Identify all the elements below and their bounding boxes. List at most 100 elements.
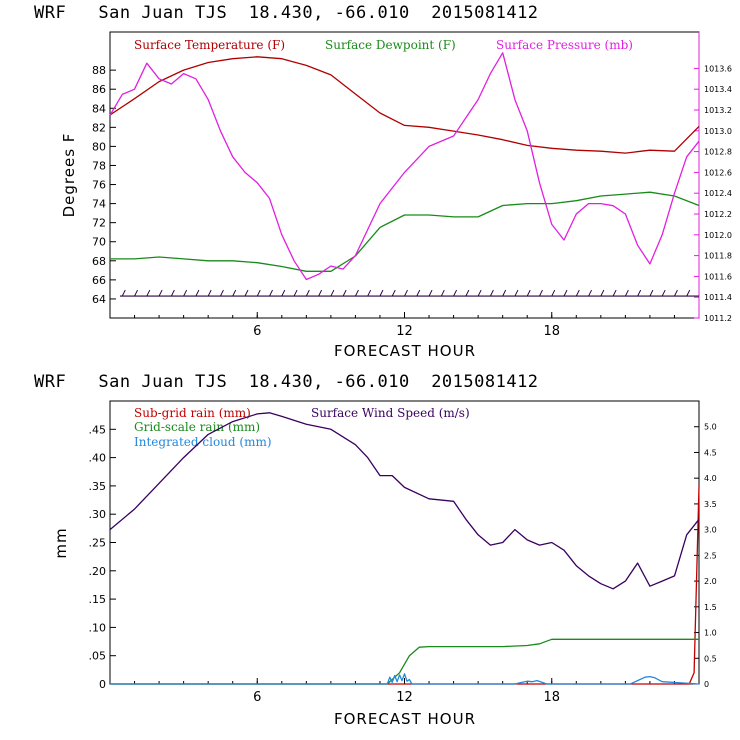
chart1-ytick-label: 88 — [92, 64, 106, 77]
wind-barb — [244, 289, 249, 297]
wind-barb — [624, 289, 629, 297]
wind-barb — [539, 289, 543, 297]
chart2-ytick-label: .20 — [89, 565, 107, 578]
chart1-plot-frame — [109, 31, 700, 319]
wind-barb — [354, 289, 359, 297]
chart2-y2tick-label: 1.5 — [704, 603, 717, 612]
chart2-ytick-label: .45 — [89, 423, 107, 436]
series-grid-scale-rain-mm — [110, 638, 699, 685]
chart1-ytick-label: 84 — [92, 102, 106, 115]
wind-barb — [269, 289, 273, 297]
wind-barb — [514, 289, 519, 297]
chart2-title: WRF San Juan TJS 18.430, -66.010 2015081… — [34, 372, 539, 392]
chart1-xtick-label: 6 — [253, 324, 261, 339]
series-surface-wind-speed-m-s — [109, 412, 700, 590]
wind-barb — [342, 289, 347, 297]
legend-surface-temperature: Surface Temperature (F) — [134, 38, 285, 52]
chart2-y2tick-label: 0.5 — [704, 654, 717, 663]
chart1-y2tick-label: 1011.8 — [704, 252, 732, 261]
chart2-ytick-label: .10 — [89, 621, 107, 634]
chart2-ytick-label: 0 — [99, 678, 106, 691]
wind-barb — [465, 289, 470, 297]
wind-barb — [477, 289, 482, 297]
wind-barb — [146, 289, 151, 297]
chart2-y2tick-label: 3.0 — [704, 526, 717, 535]
chart1-y2tick-label: 1013.4 — [704, 85, 732, 94]
chart2-ylabel: mm — [52, 527, 70, 558]
wind-barb — [207, 289, 212, 297]
wind-barb — [453, 289, 458, 297]
chart1-y2tick-label: 1012.6 — [704, 168, 732, 177]
wind-barb — [219, 289, 224, 297]
wind-barb — [134, 289, 138, 297]
chart1-y2tick-label: 1011.4 — [704, 293, 732, 302]
chart1-y2tick-label: 1012.0 — [704, 231, 732, 240]
wind-barb — [551, 289, 556, 297]
wind-barb — [195, 289, 200, 297]
series-surface-temperature-f — [109, 56, 700, 154]
chart1-y2tick-label: 1013.0 — [704, 127, 732, 136]
chart2: Sub-grid rain (mm) Grid-scale rain (mm) … — [52, 400, 717, 728]
wind-barb — [563, 289, 568, 297]
wind-barb — [637, 289, 642, 297]
series-surface-dewpoint-f — [110, 191, 700, 272]
chart1-y2tick-label: 1013.6 — [704, 64, 732, 73]
chart2-xtick-label: 6 — [253, 690, 261, 705]
chart1-y2tick-label: 1012.4 — [704, 189, 732, 198]
chart2-y2tick-label: 1.0 — [704, 629, 717, 638]
wind-barb — [600, 289, 605, 297]
wind-barb — [318, 289, 323, 297]
chart1-y2tick-label: 1011.6 — [704, 272, 732, 281]
wind-barb — [121, 289, 126, 297]
wind-barb — [686, 289, 691, 297]
chart1: Surface Temperature (F) Surface Dewpoint… — [60, 31, 732, 360]
series-sub-grid-rain-mm — [110, 485, 700, 685]
chart1-xlabel: FORECAST HOUR — [334, 342, 476, 360]
wind-barb — [502, 289, 507, 297]
wind-barb — [158, 289, 163, 297]
wind-barb — [674, 289, 678, 297]
chart1-ylabel: Degrees F — [60, 133, 78, 218]
chart1-ytick-label: 78 — [92, 159, 106, 172]
legend-grid-scale-rain: Grid-scale rain (mm) — [134, 420, 260, 434]
chart1-ytick-label: 76 — [92, 179, 106, 192]
wind-barb — [649, 289, 654, 297]
wind-barb — [588, 289, 593, 297]
wind-barb — [416, 289, 421, 297]
chart2-y2tick-label: 4.5 — [704, 448, 717, 457]
wind-barb — [183, 289, 188, 297]
wind-barb — [305, 289, 310, 297]
wind-barb — [526, 289, 531, 297]
chart2-y2tick-label: 0 — [704, 680, 709, 689]
legend-integrated-cloud: Integrated cloud (mm) — [134, 435, 272, 449]
chart2-xtick-label: 12 — [396, 690, 413, 705]
wind-barb — [404, 289, 408, 297]
chart2-y2tick-label: 2.5 — [704, 551, 717, 560]
legend-sub-grid-rain: Sub-grid rain (mm) — [134, 406, 251, 420]
series-integrated-cloud-mm — [110, 673, 700, 685]
wind-barb — [661, 289, 666, 297]
series-surface-pressure-mb — [109, 52, 700, 281]
chart2-y2tick-label: 5.0 — [704, 423, 717, 432]
wind-barb — [575, 289, 580, 297]
legend-surface-dewpoint: Surface Dewpoint (F) — [325, 38, 456, 52]
wind-barb — [256, 289, 261, 297]
wind-barb — [489, 289, 494, 297]
chart1-y2tick-label: 1012.8 — [704, 148, 732, 157]
chart1-xtick-label: 12 — [396, 324, 413, 339]
chart2-y2tick-label: 2.0 — [704, 577, 717, 586]
legend-surface-wind-speed: Surface Wind Speed (m/s) — [311, 406, 470, 420]
chart2-y2tick-label: 4.0 — [704, 474, 717, 483]
chart2-ytick-label: .05 — [89, 650, 107, 663]
chart1-ytick-label: 82 — [92, 121, 106, 134]
chart2-ytick-label: .35 — [89, 480, 107, 493]
wind-barb — [428, 289, 433, 297]
chart2-xlabel: FORECAST HOUR — [334, 710, 476, 728]
chart1-ytick-label: 74 — [92, 198, 106, 211]
chart2-ytick-label: .15 — [89, 593, 107, 606]
chart1-y2tick-label: 1013.2 — [704, 106, 732, 115]
wind-barb — [330, 289, 335, 297]
chart2-ytick-label: .25 — [89, 537, 107, 550]
chart2-y2tick-label: 3.5 — [704, 500, 717, 509]
